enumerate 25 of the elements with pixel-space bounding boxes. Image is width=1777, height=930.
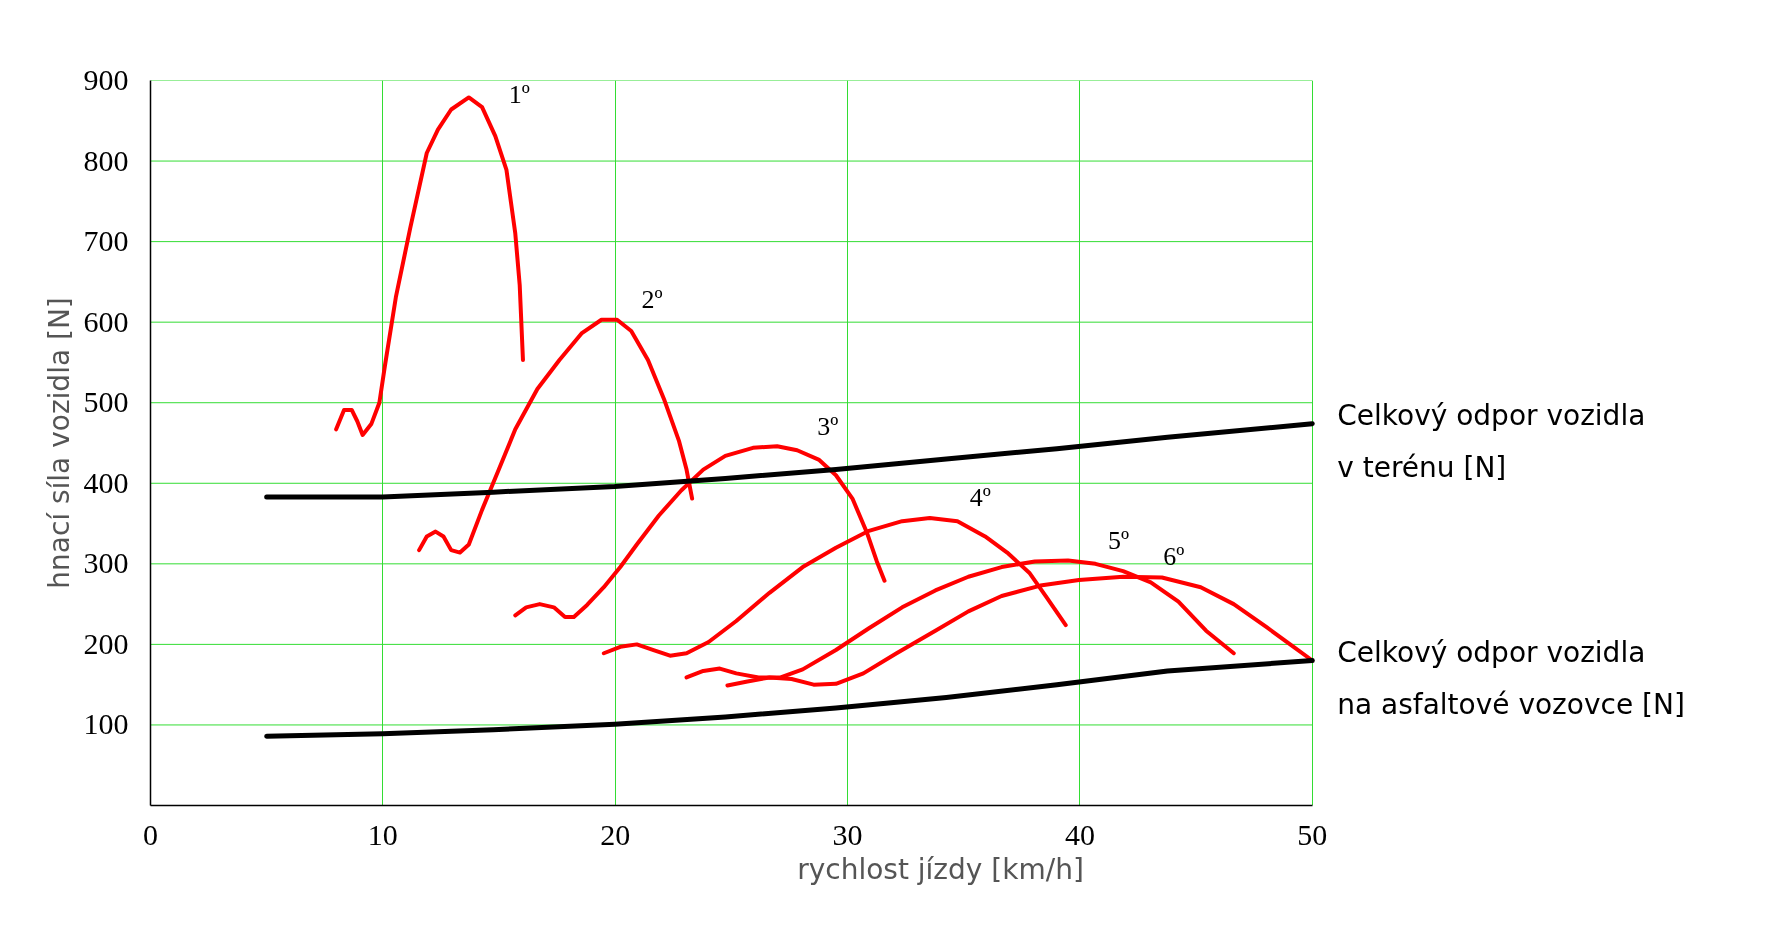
- x-axis-title: rychlost jízdy [km/h]: [797, 852, 1084, 886]
- series-label: 6º: [1163, 542, 1185, 572]
- y-tick-label: 100: [83, 707, 129, 741]
- y-tick-label: 800: [83, 143, 129, 177]
- y-tick-label: 600: [83, 304, 129, 338]
- y-tick-label: 700: [83, 224, 129, 258]
- y-tick-label: 300: [83, 546, 129, 580]
- series-label: Celkový odpor vozidla v terénu [N]: [1337, 399, 1646, 485]
- series-label: 2º: [641, 285, 663, 315]
- series-label: 4º: [969, 483, 991, 513]
- x-tick-label: 0: [143, 817, 158, 851]
- series-label: 1º: [508, 80, 530, 109]
- series-label: 5º: [1108, 526, 1130, 556]
- x-tick-label: 20: [600, 817, 631, 851]
- y-tick-label: 900: [83, 63, 129, 96]
- y-tick-label: 400: [83, 465, 129, 499]
- x-tick-label: 50: [1297, 817, 1328, 851]
- y-axis-title: hnací síla vozidla [N]: [42, 297, 76, 589]
- x-tick-label: 30: [832, 817, 863, 851]
- series-label: Celkový odpor vozidla na asfaltové vozovce [N]: [1337, 636, 1685, 721]
- x-tick-label: 40: [1064, 817, 1095, 851]
- series-label: 3º: [817, 411, 839, 441]
- x-tick-label: 10: [367, 817, 398, 851]
- y-tick-label: 200: [83, 626, 129, 660]
- y-tick-label: 500: [83, 385, 129, 419]
